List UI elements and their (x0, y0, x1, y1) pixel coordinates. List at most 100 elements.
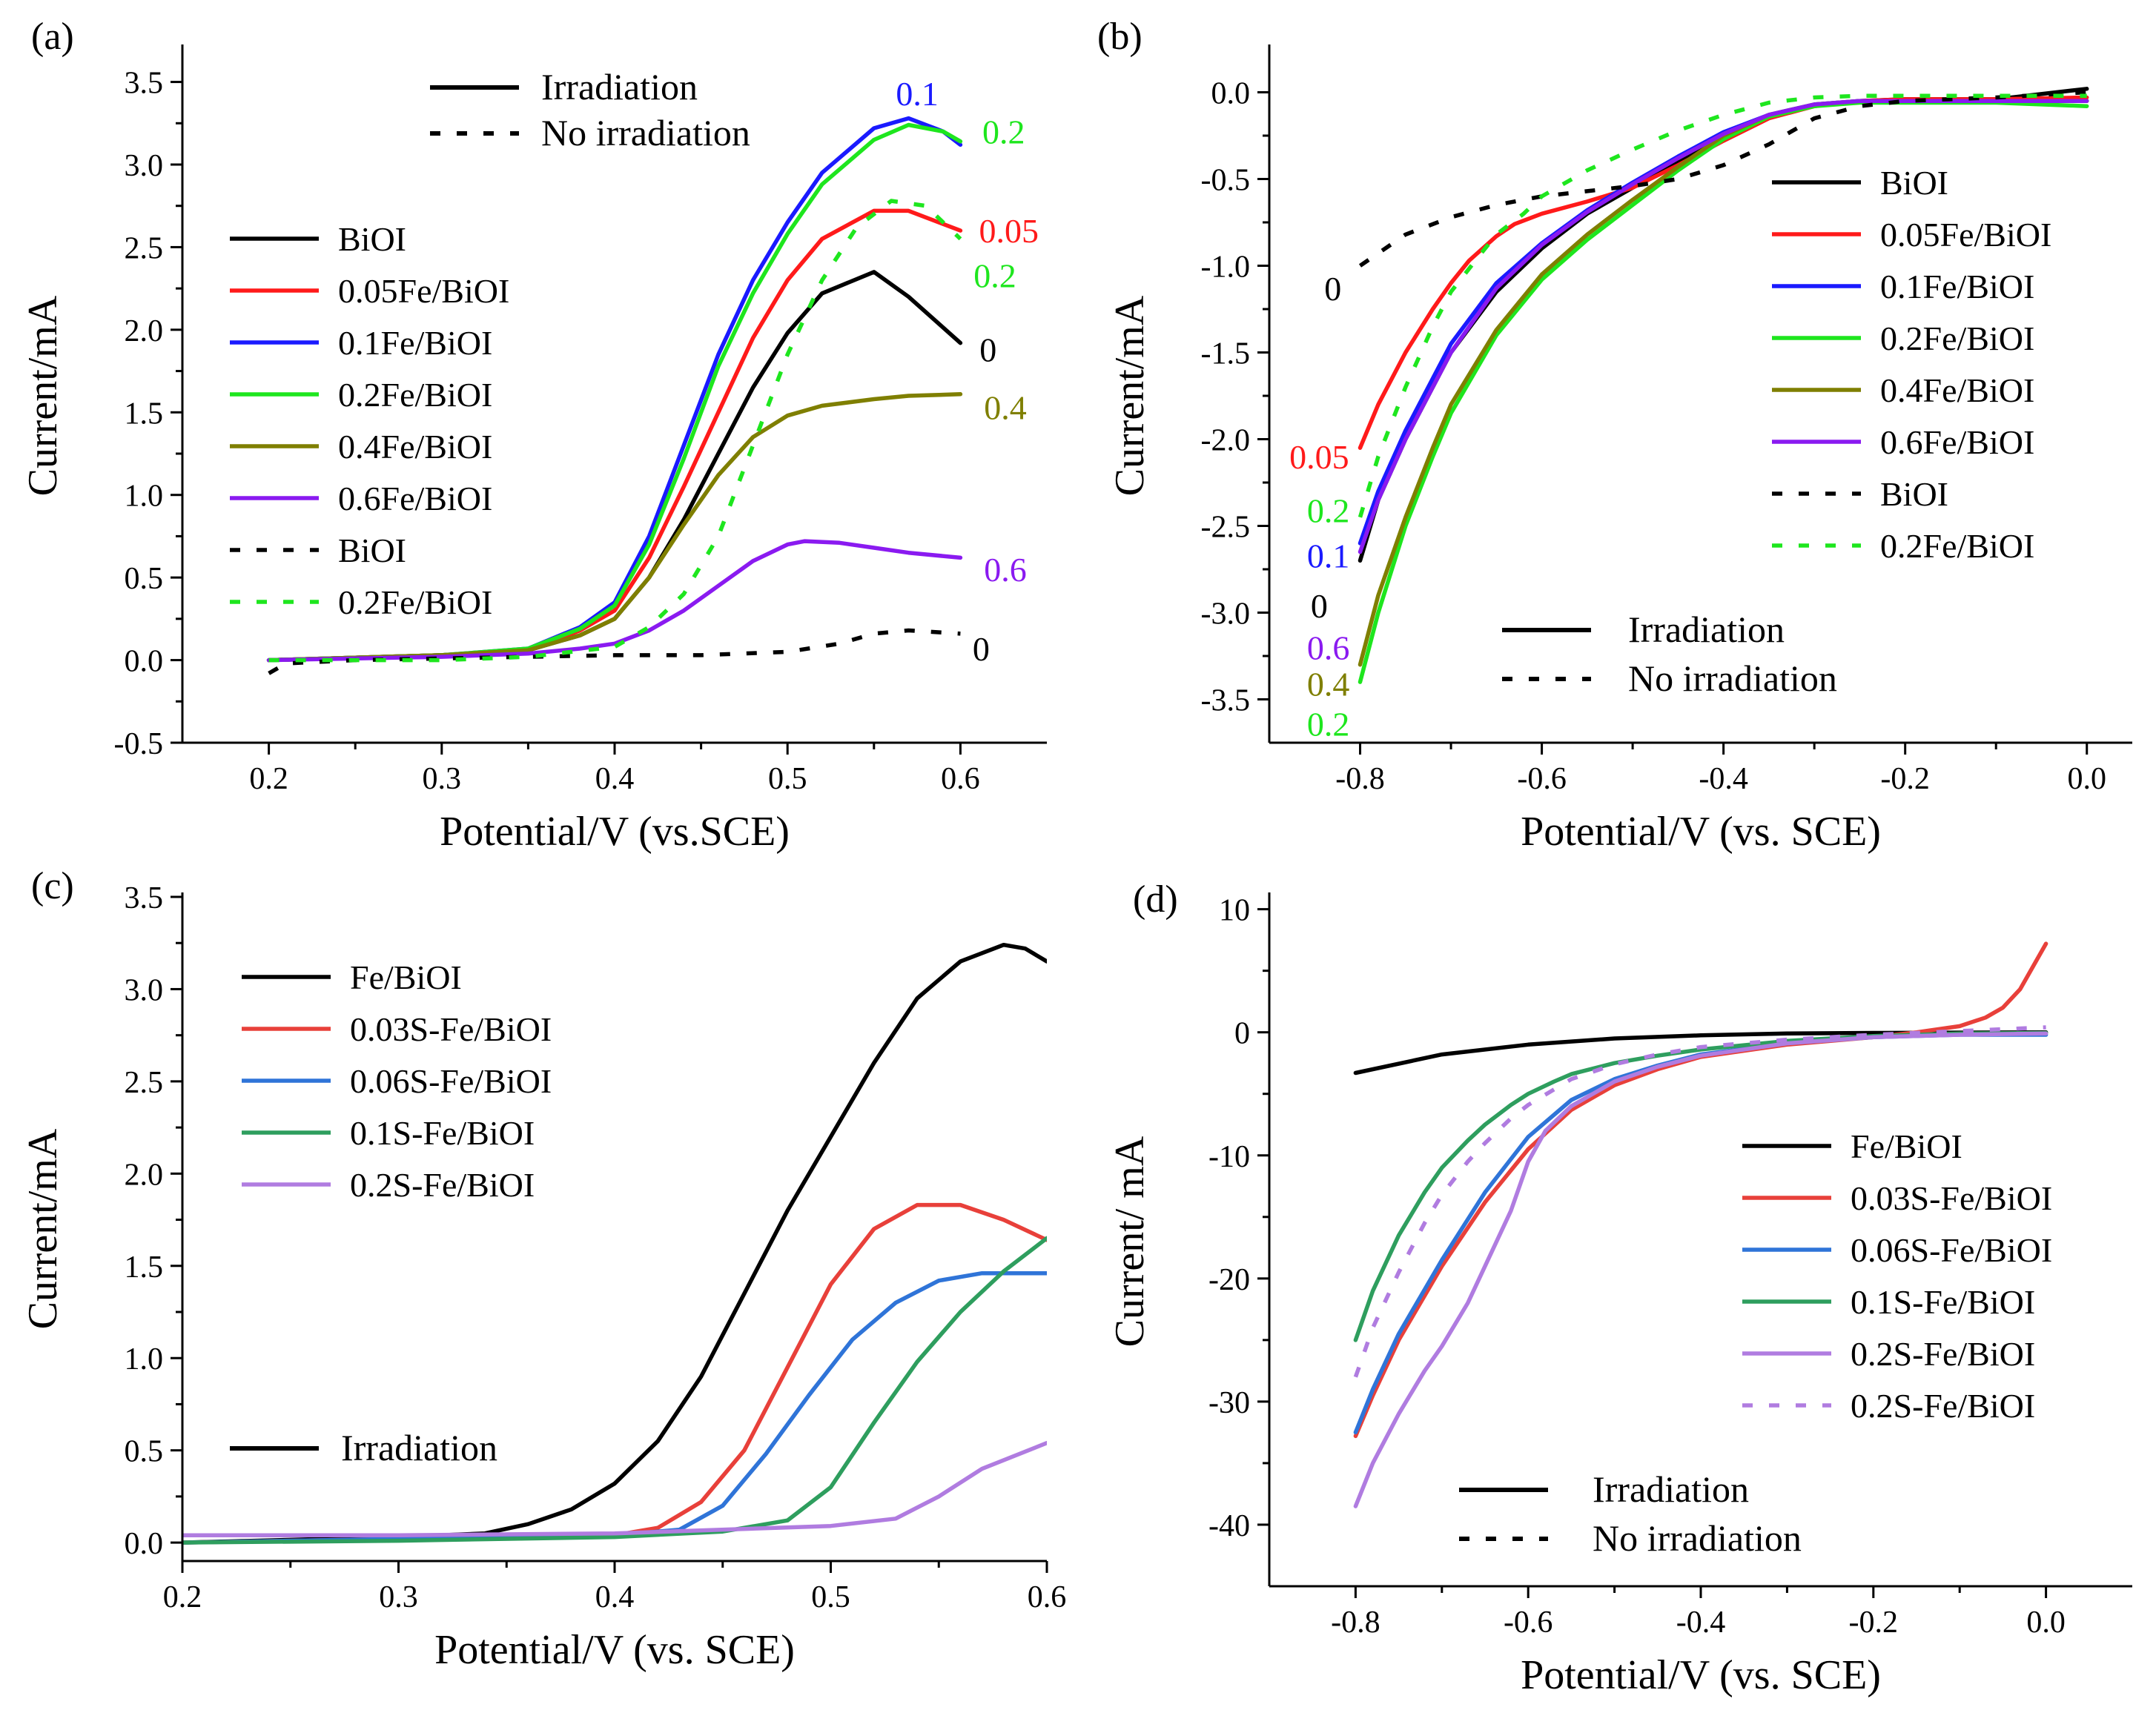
x-tick-label: 0.2 (163, 1580, 202, 1614)
legend-irradiation: Irradiation (230, 1427, 497, 1468)
legend-label: 0.03S-Fe/BiOI (1851, 1179, 2052, 1217)
curve-annotation: 0.4 (1307, 665, 1350, 703)
series-line-d-4 (1353, 1031, 2048, 1508)
series-line-d-3 (1353, 1030, 2048, 1342)
legend-label: Fe/BiOI (1851, 1127, 1962, 1165)
panel-label: (b) (1097, 16, 1143, 58)
curve-annotation: 0 (973, 630, 990, 668)
y-tick-label: -3.5 (1201, 684, 1251, 718)
y-tick-label: 3.0 (125, 973, 164, 1007)
legend-label: 0.6Fe/BiOI (1880, 423, 2034, 461)
legend-label: 0.2S-Fe/BiOI (350, 1166, 535, 1204)
series-line-b-6 (1358, 90, 2087, 268)
legend-label: 0.06S-Fe/BiOI (350, 1062, 552, 1100)
x-tick-label: 0.3 (379, 1580, 418, 1614)
y-tick-label: -2.5 (1201, 511, 1251, 545)
legend-label: 0.1S-Fe/BiOI (350, 1114, 535, 1152)
legend-series: BiOI 0.05Fe/BiOI 0.1Fe/BiOI 0.2Fe/BiOI 0.4Fe… (230, 220, 509, 621)
legend-label: BiOI (338, 220, 406, 258)
y-tick-label: 2.5 (125, 231, 164, 265)
curve-annotation: 0.4 (984, 389, 1027, 427)
legend-label: No irradiation (1628, 657, 1837, 699)
x-tick-label: -0.8 (1335, 762, 1385, 796)
legend-label: BiOI (1880, 475, 1948, 513)
legend-series: Fe/BiOI 0.03S-Fe/BiOI 0.06S-Fe/BiOI 0.1S-Fe… (242, 958, 552, 1204)
y-tick-label: -3.0 (1201, 597, 1251, 632)
x-tick-label: 0.0 (2026, 1606, 2066, 1640)
series-line-d-0 (1353, 1030, 2048, 1076)
panel-c: 0.2 0.3 0.4 0.5 0.6 0.0 0.5 1.0 1.5 2.0 2.5 3.0 3.5 P… (20, 865, 1066, 1673)
y-tick-label: 0.5 (125, 562, 164, 596)
curve-annotation: 0.6 (984, 551, 1027, 589)
y-tick-label: 0.0 (125, 645, 164, 679)
x-tick-label: -0.4 (1676, 1606, 1726, 1640)
y-tick-label: 3.0 (125, 149, 164, 183)
x-axis-label: Potential/V (vs.SCE) (440, 809, 790, 855)
y-tick-label: 1.0 (125, 480, 164, 514)
legend-label: 0.2Fe/BiOI (338, 583, 492, 621)
legend-label: 0.2Fe/BiOI (338, 376, 492, 414)
y-tick-label: 10 (1219, 894, 1250, 928)
x-tick-label: -0.6 (1517, 762, 1567, 796)
legend-label: Irradiation (341, 1427, 497, 1468)
legend-label: 0.03S-Fe/BiOI (350, 1010, 552, 1048)
series-line-a-5 (266, 539, 963, 663)
y-tick-label: -30 (1208, 1386, 1250, 1420)
curve-annotation: 0 (1324, 270, 1341, 308)
y-tick-label: 0.5 (125, 1435, 164, 1469)
legend-label: No irradiation (1593, 1517, 1802, 1559)
curve-annotation: 0.2 (973, 256, 1016, 294)
legend-label: Irradiation (1593, 1468, 1749, 1510)
legend-label: Irradiation (541, 66, 698, 107)
x-tick-label: 0.4 (595, 762, 635, 796)
y-tick-label: 3.5 (125, 67, 164, 101)
panel-d: -0.8 -0.6 -0.4 -0.2 0.0 -40 -30 -20 -10 0 10 Potent… (1107, 878, 2132, 1698)
panel-b: -0.8 -0.6 -0.4 -0.2 0.0 -3.5 -3.0 -2.5 -2.0 -1.5 -… (1097, 16, 2132, 855)
curve-annotation: 0 (1311, 587, 1328, 625)
y-tick-label: -0.5 (1201, 164, 1251, 198)
y-axis-label: Current/mA (1107, 295, 1153, 496)
legend-label: 0.05Fe/BiOI (1880, 216, 2051, 254)
series-line-c-4 (182, 1440, 1047, 1537)
series-line-a-7 (268, 199, 962, 663)
x-tick-label: -0.8 (1331, 1606, 1380, 1640)
legend-series: Fe/BiOI 0.03S-Fe/BiOI 0.06S-Fe/BiOI 0.1S-Fe… (1742, 1127, 2052, 1425)
legend-label: BiOI (338, 531, 406, 569)
legend-label: 0.2Fe/BiOI (1880, 319, 2034, 357)
x-tick-label: -0.2 (1849, 1606, 1899, 1640)
y-tick-label: 0.0 (125, 1527, 164, 1561)
y-tick-label: -1.5 (1201, 337, 1251, 371)
x-tick-label: 0.3 (423, 762, 462, 796)
x-tick-label: 0.4 (595, 1580, 635, 1614)
x-tick-label: 0.6 (1028, 1580, 1067, 1614)
series-line-b-5 (1358, 99, 2089, 554)
y-tick-label: 2.0 (125, 314, 164, 348)
curve-annotation: 0.6 (1307, 629, 1350, 666)
y-tick-label: 3.5 (125, 881, 164, 915)
panel-label: (a) (31, 16, 74, 58)
series-line-b-7 (1358, 93, 2087, 518)
legend-label: Fe/BiOI (350, 958, 462, 996)
x-axis-label: Potential/V (vs. SCE) (434, 1627, 795, 1673)
legend-label: 0.2S-Fe/BiOI (1851, 1387, 2035, 1425)
legend-label: 0.2S-Fe/BiOI (1851, 1335, 2035, 1373)
y-axis-label: Current/ mA (1107, 1136, 1153, 1347)
legend-label: 0.1Fe/BiOI (1880, 268, 2034, 305)
legend-label: 0.4Fe/BiOI (1880, 371, 2034, 409)
y-axis-label: Current/mA (20, 1128, 66, 1329)
series-line-d-5 (1353, 1025, 2046, 1378)
legend-label: 0.05Fe/BiOI (338, 272, 509, 310)
y-tick-label: 1.5 (125, 397, 164, 431)
x-tick-label: 0.2 (249, 762, 288, 796)
x-tick-label: -0.6 (1504, 1606, 1553, 1640)
legend-label: BiOI (1880, 164, 1948, 202)
series-line-a-3 (266, 122, 963, 663)
y-tick-label: -0.5 (114, 727, 164, 761)
series-line-c-0 (182, 942, 1047, 1545)
y-axis-label: Current/mA (20, 295, 66, 496)
y-tick-label: -20 (1208, 1263, 1250, 1297)
x-axis-label: Potential/V (vs. SCE) (1521, 1652, 1881, 1698)
y-tick-label: 2.5 (125, 1066, 164, 1100)
y-tick-label: -1.0 (1201, 251, 1251, 285)
